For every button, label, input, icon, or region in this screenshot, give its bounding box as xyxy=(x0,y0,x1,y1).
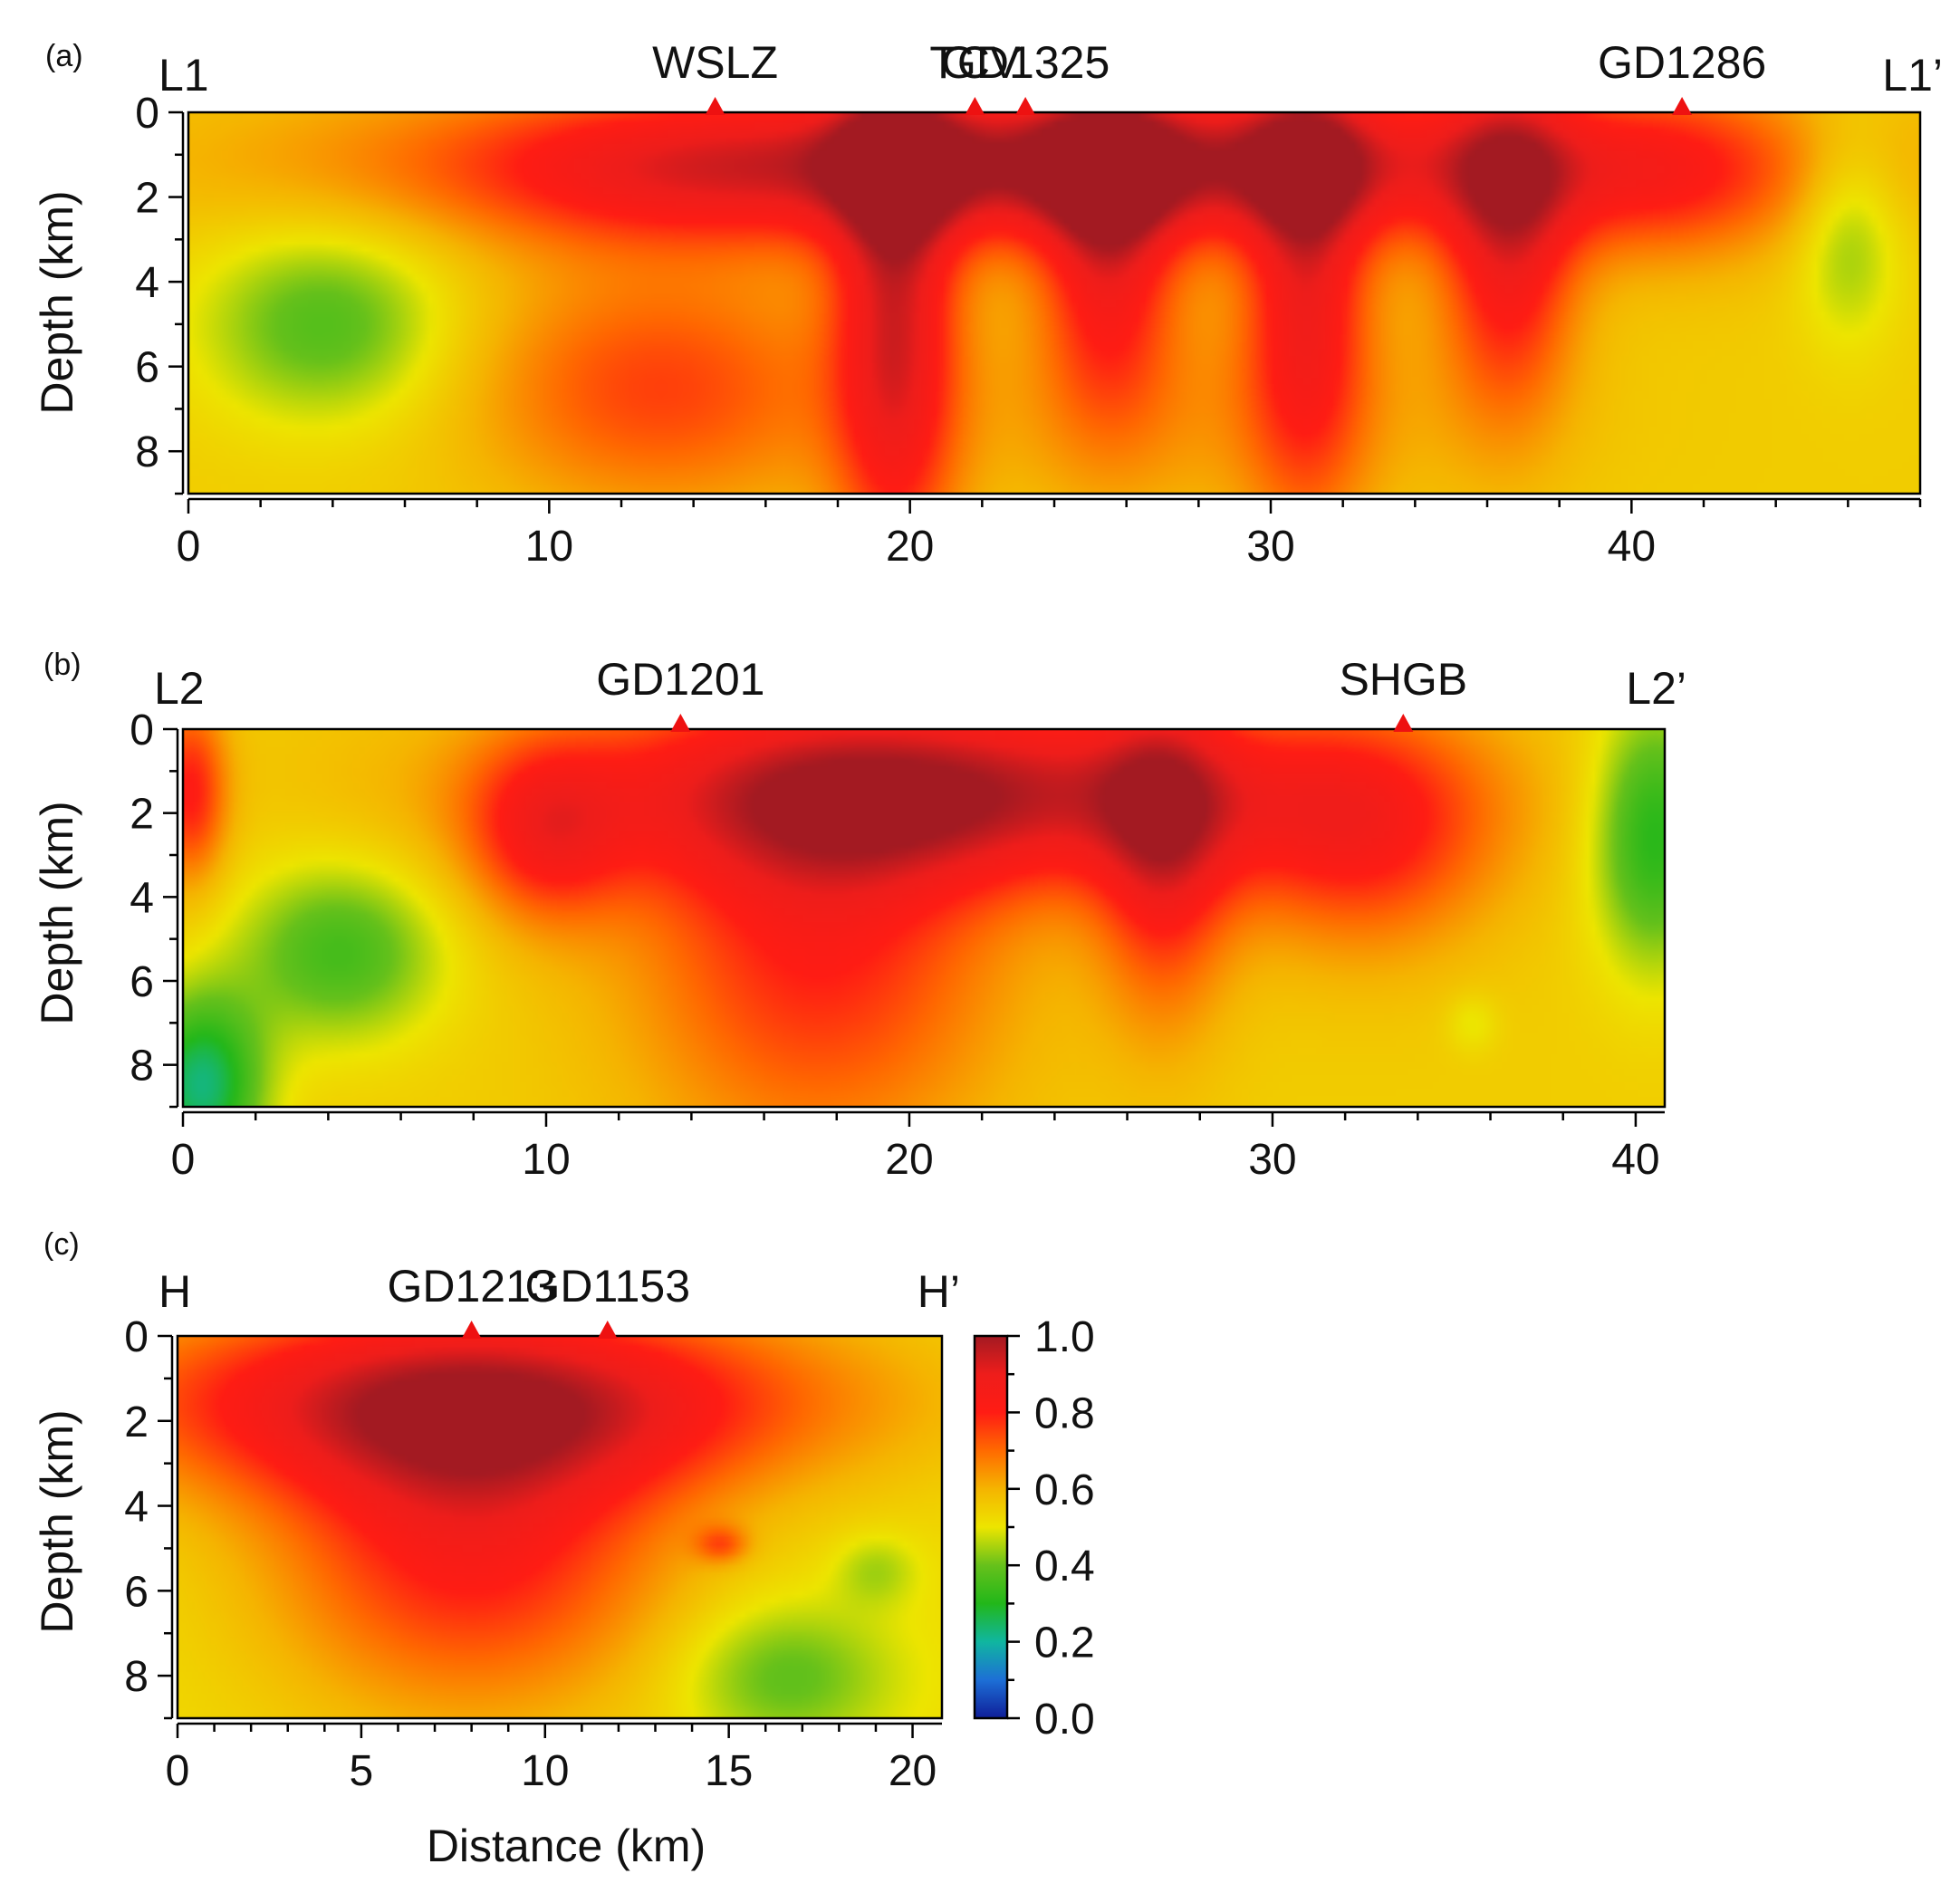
y-tick-label: 2 xyxy=(135,175,159,223)
panel-b: (b) L2 L2’ Depth (km) 0 10 20 30 40 0 2 4 6 8 GD… xyxy=(32,648,1686,1184)
station-label: GD1286 xyxy=(1598,37,1766,88)
station-label: GD1325 xyxy=(941,37,1110,88)
station-triangle-icon xyxy=(1015,97,1036,115)
y-tick-label: 4 xyxy=(135,259,159,307)
y-tick-label: 6 xyxy=(130,958,154,1006)
station-triangle-icon xyxy=(1393,714,1414,732)
y-axis: 0 2 4 6 8 xyxy=(135,90,185,495)
plot-frame xyxy=(187,111,1922,495)
x-tick-label: 10 xyxy=(522,1136,570,1184)
y-axis: 0 2 4 6 8 xyxy=(124,1313,174,1720)
x-tick-label: 5 xyxy=(350,1747,374,1795)
colorbar-tick-label: 0.8 xyxy=(1034,1389,1095,1437)
colorbar-tick-label: 0.6 xyxy=(1034,1466,1095,1514)
y-axis-title: Depth (km) xyxy=(32,190,82,414)
panel-label: (b) xyxy=(43,648,82,682)
panel-label: (c) xyxy=(43,1227,80,1262)
colorbar-tick-label: 0.0 xyxy=(1034,1696,1095,1744)
x-tick-label: 30 xyxy=(1248,1136,1296,1184)
colorbar-tick-label: 1.0 xyxy=(1034,1313,1095,1361)
station-label: WSLZ xyxy=(652,37,778,88)
y-axis: 0 2 4 6 8 xyxy=(130,706,179,1109)
station-triangle-icon xyxy=(597,1321,618,1339)
colorbar-gradient xyxy=(975,1336,1007,1718)
y-tick-label: 0 xyxy=(130,706,154,754)
station-markers: GD1201 SHGB xyxy=(596,654,1467,732)
heatmap xyxy=(183,729,1665,1107)
profile-start-label: L2 xyxy=(154,663,205,714)
heatmap-image xyxy=(183,729,1665,1107)
heatmap xyxy=(178,1336,942,1718)
x-tick-label: 0 xyxy=(177,523,201,571)
panel-c: (c) H H’ Depth (km) Distance (km) 0 5 10 15… xyxy=(32,1227,960,1871)
colorbar-ticks: 1.0 0.8 0.6 0.4 0.2 0.0 xyxy=(1007,1313,1095,1744)
y-tick-label: 0 xyxy=(135,90,159,138)
profile-start-label: H xyxy=(159,1266,191,1317)
y-tick-label: 0 xyxy=(124,1313,149,1361)
y-tick-label: 4 xyxy=(124,1484,149,1532)
heatmap-image xyxy=(188,112,1920,494)
station-label: SHGB xyxy=(1339,654,1467,705)
x-tick-label: 40 xyxy=(1608,523,1656,571)
station-triangle-icon xyxy=(1672,97,1693,115)
profile-end-label: H’ xyxy=(918,1266,960,1317)
station-label: GD1201 xyxy=(596,654,764,705)
heatmap-image xyxy=(178,1336,942,1718)
y-axis-title: Depth (km) xyxy=(32,1409,82,1633)
y-tick-label: 6 xyxy=(135,344,159,392)
x-tick-label: 0 xyxy=(166,1747,190,1795)
y-tick-label: 8 xyxy=(124,1653,149,1701)
x-tick-label: 10 xyxy=(521,1747,569,1795)
x-tick-label: 20 xyxy=(885,1136,933,1184)
panel-a: (a) L1 L1’ Depth (km) 0 10 20 30 40 0 2 4 6 8 WS… xyxy=(32,37,1943,571)
x-tick-label: 0 xyxy=(171,1136,196,1184)
station-triangle-icon xyxy=(705,97,725,115)
x-axis: 0 10 20 30 40 xyxy=(177,497,1922,571)
station-label: GD1213 xyxy=(387,1261,555,1312)
station-label: GD1153 xyxy=(524,1261,690,1312)
station-triangle-icon xyxy=(965,97,985,115)
x-axis-title: Distance (km) xyxy=(427,1821,706,1871)
x-axis: 0 5 10 15 20 xyxy=(166,1722,942,1795)
x-tick-label: 15 xyxy=(705,1747,753,1795)
profile-end-label: L2’ xyxy=(1626,663,1686,714)
profile-start-label: L1 xyxy=(159,50,209,101)
x-tick-label: 10 xyxy=(525,523,573,571)
y-tick-label: 2 xyxy=(130,791,154,839)
x-tick-label: 20 xyxy=(886,523,934,571)
y-tick-label: 6 xyxy=(124,1568,149,1616)
station-triangle-icon xyxy=(461,1321,482,1339)
x-tick-label: 20 xyxy=(889,1747,937,1795)
y-tick-label: 2 xyxy=(124,1398,149,1446)
y-tick-label: 8 xyxy=(130,1043,154,1091)
profile-end-label: L1’ xyxy=(1882,50,1943,101)
x-tick-label: 40 xyxy=(1611,1136,1659,1184)
colorbar: 1.0 0.8 0.6 0.4 0.2 0.0 xyxy=(973,1313,1095,1744)
x-axis: 0 10 20 30 40 xyxy=(171,1110,1665,1184)
panel-label: (a) xyxy=(45,39,83,73)
colorbar-tick-label: 0.4 xyxy=(1034,1542,1095,1590)
station-triangle-icon xyxy=(670,714,691,732)
y-tick-label: 8 xyxy=(135,428,159,476)
y-axis-title: Depth (km) xyxy=(32,801,82,1024)
plot-frame xyxy=(176,1334,944,1720)
colorbar-tick-label: 0.2 xyxy=(1034,1619,1095,1667)
heatmap xyxy=(188,112,1920,494)
x-tick-label: 30 xyxy=(1246,523,1294,571)
y-tick-label: 4 xyxy=(130,874,154,922)
station-label: TCV xyxy=(929,37,1021,88)
plot-frame xyxy=(181,727,1667,1109)
